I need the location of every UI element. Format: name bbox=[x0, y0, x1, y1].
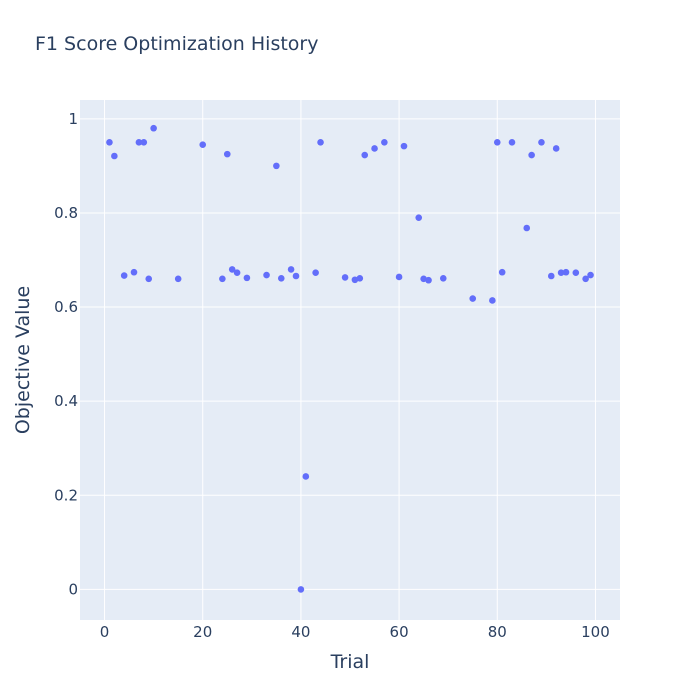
data-point bbox=[302, 473, 310, 480]
data-point bbox=[277, 275, 285, 282]
data-point bbox=[106, 139, 113, 146]
data-point bbox=[243, 274, 251, 282]
data-point bbox=[371, 145, 378, 152]
plot-area bbox=[80, 100, 620, 620]
data-point bbox=[528, 151, 535, 159]
data-point bbox=[111, 152, 118, 160]
data-points bbox=[106, 124, 594, 593]
data-point bbox=[381, 139, 388, 146]
data-point bbox=[130, 268, 138, 276]
data-point bbox=[233, 269, 241, 277]
data-point bbox=[415, 214, 423, 221]
data-point bbox=[287, 266, 295, 273]
data-point bbox=[489, 297, 496, 304]
data-point bbox=[425, 276, 432, 284]
x-axis-label: Trial bbox=[330, 651, 370, 673]
data-point bbox=[557, 269, 565, 277]
y-tick-label: 0.8 bbox=[54, 204, 78, 222]
y-axis-ticks: 0 0.2 0.4 0.6 0.8 1 bbox=[54, 110, 78, 599]
data-point bbox=[361, 151, 369, 159]
data-point bbox=[547, 272, 555, 280]
x-axis-ticks: 0 20 40 60 80 100 bbox=[100, 623, 610, 641]
chart-title: F1 Score Optimization History bbox=[35, 33, 319, 55]
data-point bbox=[219, 275, 226, 283]
y-tick-label: 1 bbox=[68, 110, 78, 128]
x-tick-label: 20 bbox=[193, 623, 212, 641]
data-point bbox=[587, 271, 594, 279]
data-point bbox=[140, 139, 148, 146]
data-point bbox=[263, 271, 270, 279]
data-point bbox=[317, 139, 324, 146]
data-point bbox=[523, 224, 531, 232]
data-point bbox=[228, 266, 236, 273]
data-point bbox=[273, 162, 280, 170]
x-tick-label: 0 bbox=[100, 623, 110, 641]
data-point bbox=[174, 275, 182, 283]
data-point bbox=[552, 145, 560, 152]
grid-lines bbox=[80, 100, 620, 620]
y-tick-label: 0 bbox=[68, 580, 78, 598]
x-tick-label: 40 bbox=[291, 623, 310, 641]
data-point bbox=[572, 269, 580, 277]
data-point bbox=[538, 139, 545, 146]
data-point bbox=[223, 150, 231, 158]
data-point bbox=[150, 124, 157, 132]
data-point bbox=[469, 295, 477, 302]
data-point bbox=[356, 275, 364, 282]
x-tick-label: 60 bbox=[390, 623, 409, 641]
data-point bbox=[395, 273, 403, 281]
data-point bbox=[145, 275, 153, 283]
data-point bbox=[400, 142, 408, 150]
data-point bbox=[120, 272, 128, 279]
data-point bbox=[508, 139, 516, 146]
data-point bbox=[135, 139, 143, 146]
data-point bbox=[498, 268, 506, 276]
data-point bbox=[312, 269, 319, 277]
data-point bbox=[582, 275, 589, 283]
data-point bbox=[199, 141, 207, 149]
x-tick-label: 100 bbox=[581, 623, 610, 641]
data-point bbox=[493, 139, 501, 146]
x-tick-label: 80 bbox=[488, 623, 507, 641]
data-point bbox=[562, 268, 570, 276]
data-point bbox=[341, 274, 349, 281]
data-point bbox=[439, 275, 447, 282]
data-point bbox=[292, 272, 300, 280]
data-point bbox=[297, 586, 305, 593]
y-tick-label: 0.2 bbox=[54, 486, 78, 504]
y-tick-label: 0.4 bbox=[54, 392, 78, 410]
y-tick-label: 0.6 bbox=[54, 298, 78, 316]
y-axis-label: Objective Value bbox=[12, 286, 34, 434]
